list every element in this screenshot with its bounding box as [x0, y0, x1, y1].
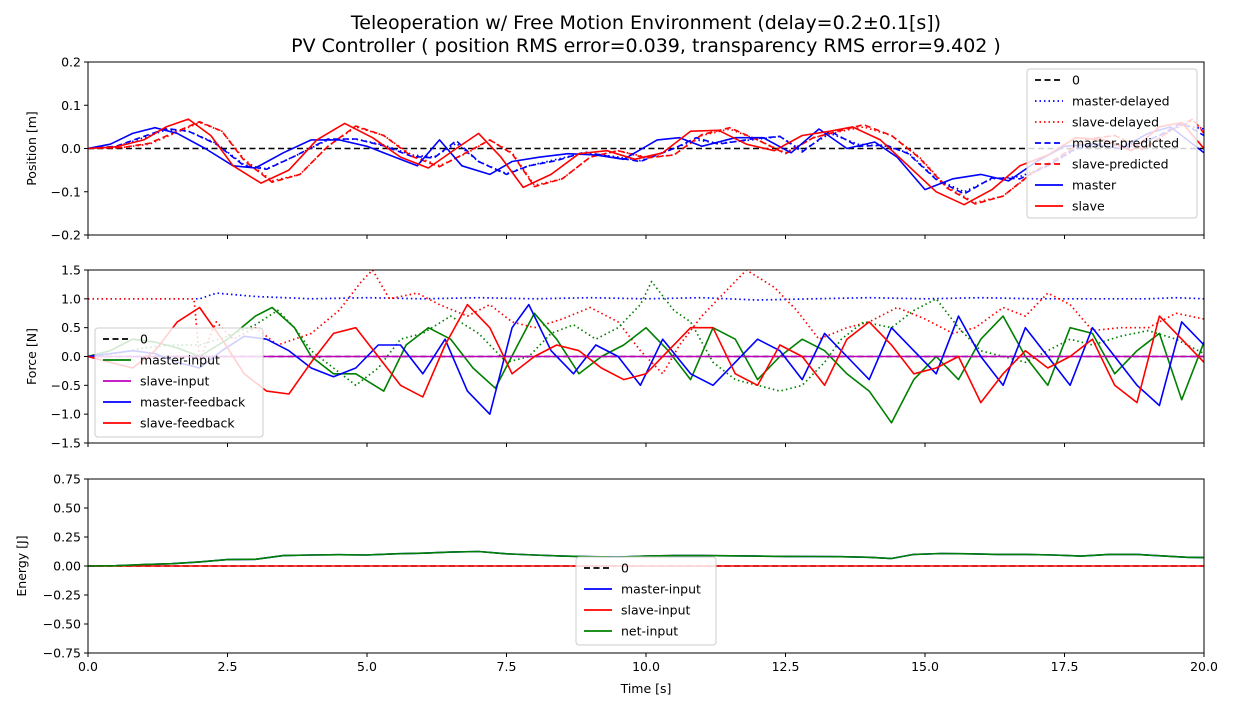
position-legend-label: slave-delayed	[1072, 115, 1159, 130]
position-series-master-predicted-3	[88, 121, 1204, 195]
force-legend-label: master-input	[140, 353, 220, 368]
energy-ytick-label: 0.75	[53, 472, 81, 487]
force-ytick-label: 0.5	[61, 320, 81, 335]
position-series-slave-6	[88, 118, 1204, 206]
position-series-master-delayed-1	[88, 123, 1204, 193]
energy-xtick-label: 2.5	[218, 659, 238, 674]
energy-ytick-label: −0.50	[43, 617, 81, 632]
position-legend-label: master-predicted	[1072, 136, 1179, 151]
force-y-axis-label: Force [N]	[24, 328, 39, 385]
position-legend-label: slave	[1072, 199, 1105, 214]
energy-xtick-label: 15.0	[911, 659, 939, 674]
force-legend-box	[94, 327, 264, 438]
force-series-master-input-4	[88, 306, 1204, 424]
energy-legend-label: slave-input	[621, 603, 690, 618]
force-series-group	[88, 270, 1204, 424]
force-ytick-label: 0.0	[61, 349, 81, 364]
energy-ytick-label: −0.25	[43, 588, 81, 603]
force-legend-label: master-feedback	[140, 395, 246, 410]
energy-xtick-label: 17.5	[1051, 659, 1079, 674]
position-ytick-label: 0.2	[61, 55, 81, 70]
force-series-blue-dotted-0	[88, 292, 1204, 301]
energy-ytick-label: 0.25	[53, 530, 81, 545]
force-legend-label: 0	[140, 332, 148, 347]
force-legend-label: slave-feedback	[140, 416, 235, 431]
subplot-energy: −0.75 −0.50 −0.25 0.00 0.25 0.50 0.75 0.0 2.5 5.0…	[14, 472, 1218, 675]
energy-xtick-label: 0.0	[78, 659, 98, 674]
chart-title-line-2: PV Controller ( position RMS error=0.039…	[291, 35, 1001, 57]
subplot-panels: −0.2 −0.1 0.0 0.1 0.2 Position [m] 0 master-del…	[14, 55, 1218, 675]
position-ytick-label: 0.1	[61, 98, 81, 113]
force-legend-label: slave-input	[140, 374, 209, 389]
force-ytick-label: 1.0	[61, 291, 81, 306]
subplot-force: −1.5 −1.0 −0.5 0.0 0.5 1.0 1.5 Force [N] 0 master…	[24, 263, 1205, 451]
energy-ytick-label: 0.00	[53, 559, 81, 574]
energy-xtick-label: 10.0	[632, 659, 660, 674]
position-series-master-5	[88, 126, 1204, 191]
energy-y-axis-label: Energy [J]	[14, 535, 29, 596]
energy-legend-box	[575, 556, 717, 646]
position-y-axis-label: Position [m]	[24, 111, 39, 186]
position-legend-label: master-delayed	[1072, 94, 1170, 109]
force-legend: 0 master-input slave-input master-feedback s…	[94, 327, 264, 438]
energy-xtick-label: 5.0	[357, 659, 377, 674]
force-ytick-label: −1.0	[51, 407, 81, 422]
force-series-slave-feedback-7	[88, 303, 1204, 404]
position-legend: 0 master-delayed slave-delayed master-predi…	[1026, 68, 1198, 219]
position-legend-label: 0	[1072, 73, 1080, 88]
position-ytick-label: −0.1	[51, 184, 81, 199]
force-ytick-label: −0.5	[51, 378, 81, 393]
force-series-master-feedback-6	[88, 303, 1204, 415]
energy-series-group	[88, 550, 1204, 567]
energy-series-net-input-3	[88, 550, 1204, 567]
force-ytick-label: −1.5	[51, 436, 81, 451]
energy-legend-label: master-input	[621, 582, 701, 597]
chart-title-line-1: Teleoperation w/ Free Motion Environment…	[350, 12, 941, 34]
x-axis-label: Time [s]	[620, 681, 672, 696]
position-legend-label: master	[1072, 178, 1117, 193]
position-legend-label: slave-predicted	[1072, 157, 1169, 172]
force-ytick-label: 1.5	[61, 263, 81, 278]
energy-xtick-label: 12.5	[772, 659, 800, 674]
energy-ytick-label: 0.50	[53, 501, 81, 516]
energy-legend-label: net-input	[621, 624, 678, 639]
position-ytick-label: 0.0	[61, 141, 81, 156]
energy-legend: 0 master-input slave-input net-input	[575, 556, 717, 646]
energy-legend-label: 0	[621, 561, 629, 576]
energy-ytick-label: −0.75	[43, 646, 81, 661]
position-legend-box	[1026, 68, 1198, 219]
subplot-position: −0.2 −0.1 0.0 0.1 0.2 Position [m] 0 master-del…	[24, 55, 1205, 243]
position-ytick-label: −0.2	[51, 228, 81, 243]
energy-xtick-label: 20.0	[1190, 659, 1218, 674]
energy-xtick-label: 7.5	[497, 659, 517, 674]
